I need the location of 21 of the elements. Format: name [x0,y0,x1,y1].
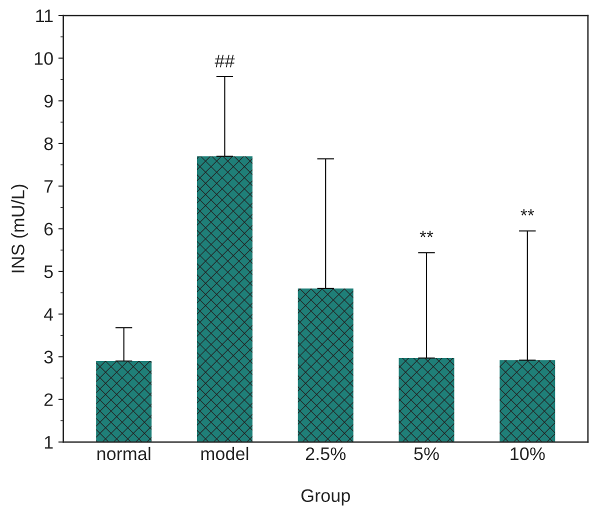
x-tick-label: normal [97,446,150,460]
y-tick-label: 3 [44,350,53,364]
y-tick-label: 5 [44,266,53,278]
y-tick-label: 10 [34,52,53,65]
annotation: ** [420,230,434,238]
y-tick-label: 9 [44,94,53,108]
y-tick-label: 6 [44,222,53,236]
x-axis-title: Group [301,489,350,506]
x-tick-label: 2.5% [306,447,346,460]
y-axis-title: INS (mU/L) [11,184,28,272]
x-tick-label: 5% [414,447,439,460]
annotation: ** [520,209,534,216]
y-tick-label: 4 [44,308,54,321]
x-tick-label: model [201,446,248,460]
x-tick-label: 10% [510,447,545,460]
y-tick-label: 11 [36,10,53,22]
annotation: ## [214,54,235,68]
y-tick-label: 2 [44,393,53,406]
y-tick-label: 1 [44,436,53,449]
y-tick-label: 8 [44,137,53,150]
y-tick-label: 7 [44,180,53,193]
